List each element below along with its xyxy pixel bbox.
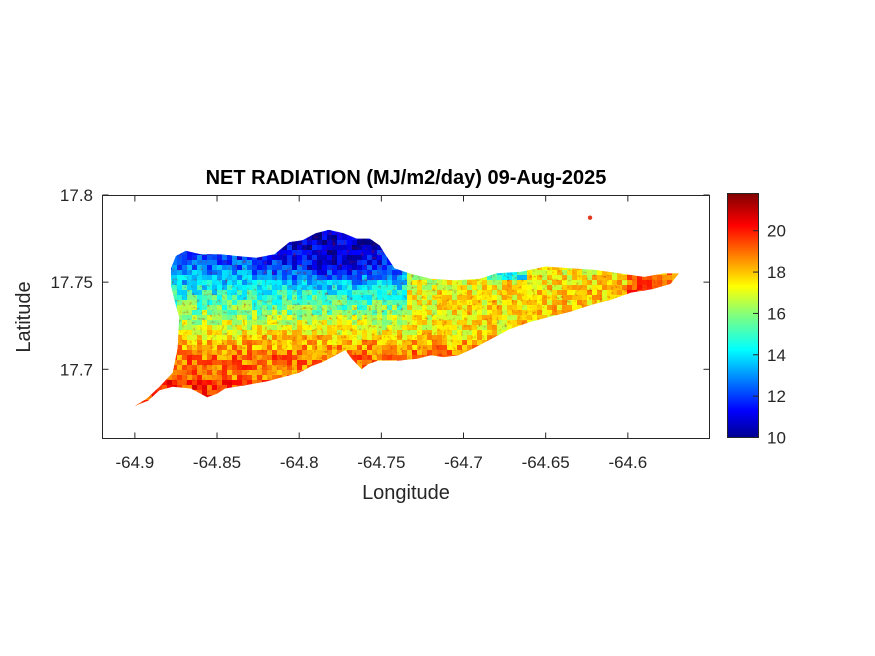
- map-axes: -64.9 -64.85 -64.8 -64.75 -64.7 -64.65 -64.6 1…: [50, 186, 710, 472]
- chart-title: NET RADIATION (MJ/m2/day) 09-Aug-2025: [206, 167, 607, 189]
